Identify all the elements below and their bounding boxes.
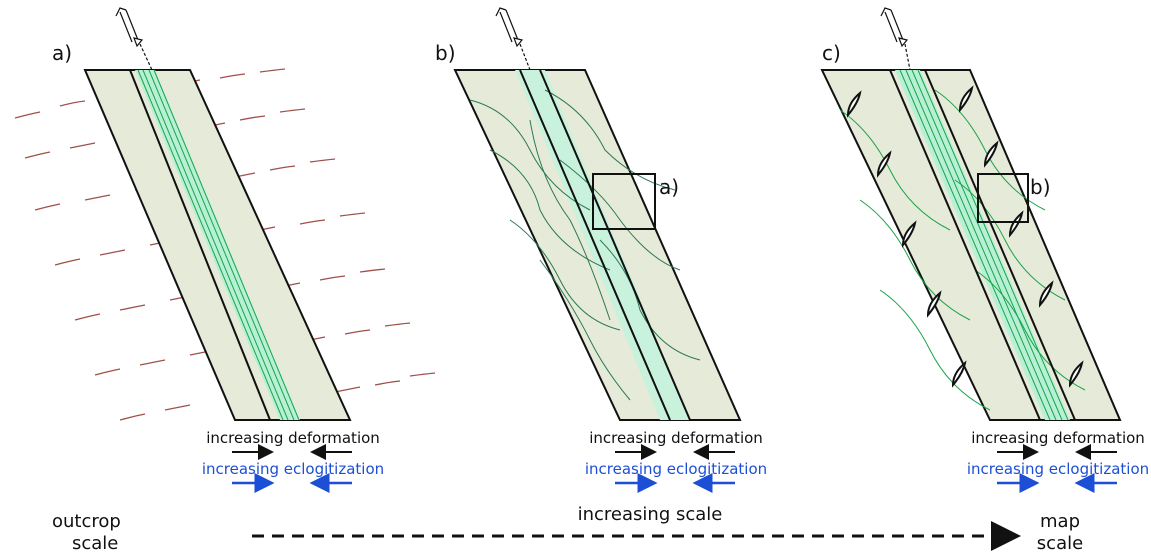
panel-label: c) bbox=[822, 41, 841, 65]
start-label: outcrop bbox=[52, 511, 121, 532]
eclogitization-label: increasing eclogitization bbox=[585, 460, 767, 478]
start-label: scale bbox=[72, 533, 118, 554]
scale-bar: outcrop scale increasing scale map scale bbox=[52, 504, 1083, 554]
eclogitization-label: increasing eclogitization bbox=[967, 460, 1149, 478]
gradient-c: increasing deformation increasing eclogi… bbox=[967, 429, 1149, 483]
fault-symbol bbox=[116, 8, 152, 70]
panel-c: c) b) bbox=[822, 8, 1120, 420]
end-label: scale bbox=[1037, 533, 1083, 554]
fault-symbol bbox=[881, 8, 910, 70]
panel-label: a) bbox=[52, 41, 72, 65]
end-label: map bbox=[1040, 511, 1080, 532]
inset-label: a) bbox=[659, 175, 679, 199]
gradient-a: increasing deformation increasing eclogi… bbox=[202, 429, 384, 483]
eclogitization-label: increasing eclogitization bbox=[202, 460, 384, 478]
deformation-label: increasing deformation bbox=[971, 429, 1145, 447]
deformation-label: increasing deformation bbox=[589, 429, 763, 447]
panel-label: b) bbox=[435, 41, 456, 65]
gradient-arrows: increasing deformation increasing eclogi… bbox=[202, 429, 1149, 483]
fault-symbol bbox=[496, 8, 530, 70]
inset-label: b) bbox=[1030, 175, 1051, 199]
panel-b: b) a) bbox=[435, 8, 740, 420]
deformation-label: increasing deformation bbox=[206, 429, 380, 447]
panel-a: a) bbox=[15, 8, 435, 420]
middle-label: increasing scale bbox=[578, 504, 723, 525]
gradient-b: increasing deformation increasing eclogi… bbox=[585, 429, 767, 483]
figure: a) b) a) bbox=[0, 0, 1151, 556]
